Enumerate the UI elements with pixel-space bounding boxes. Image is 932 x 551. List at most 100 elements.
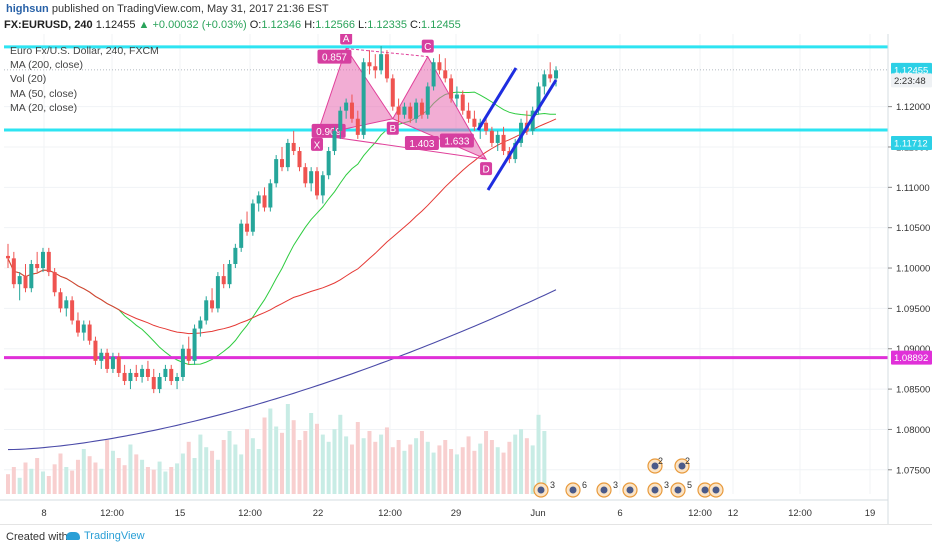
volume-bar — [449, 449, 454, 494]
price-tick-label: 1.09500 — [896, 304, 930, 315]
candle-body — [239, 223, 244, 248]
price-tick-label: 1.07500 — [896, 465, 930, 476]
pattern-point-badge — [340, 34, 353, 45]
event-flag-dot — [674, 486, 682, 494]
pattern-point-label: X — [314, 140, 321, 151]
candle-body — [460, 94, 465, 111]
legend-ma20[interactable]: MA (20, close) — [10, 101, 78, 114]
volume-bar — [116, 458, 121, 494]
volume-bar — [454, 454, 459, 494]
candle-body — [93, 340, 98, 361]
candle-body — [402, 106, 407, 115]
legend-ma50[interactable]: MA (50, close) — [10, 87, 78, 100]
event-count: 6 — [582, 480, 587, 490]
candle-body — [454, 94, 459, 99]
channel-upper-line[interactable] — [476, 67, 518, 131]
volume-bar — [379, 434, 384, 494]
candle-body — [215, 276, 220, 309]
volume-bar — [233, 444, 238, 494]
price-tick-label: 1.12000 — [896, 102, 930, 113]
pattern-ratio-label: 0.857 — [322, 53, 347, 64]
tradingview-cloud-icon — [66, 532, 80, 541]
channel-lower-line[interactable] — [486, 79, 558, 191]
created-with-text: Created with — [6, 531, 68, 543]
time-tick-label: 12:00 — [688, 508, 712, 519]
event-flag-dot — [712, 486, 720, 494]
volume-bar — [140, 459, 145, 494]
legend-vol[interactable]: Vol (20) — [10, 73, 47, 86]
volume-bar — [460, 447, 465, 494]
volume-bar — [390, 447, 395, 494]
low-label: L: — [358, 19, 368, 31]
candle-body — [40, 251, 45, 269]
volume-bar — [221, 440, 226, 494]
volume-bar — [227, 431, 232, 494]
trend-channel[interactable] — [476, 67, 558, 191]
candle-body — [361, 62, 366, 135]
time-tick-label: 6 — [617, 508, 622, 519]
candle-body — [186, 348, 191, 361]
price-axis[interactable]: 1.120001.115001.110001.105001.100001.095… — [887, 34, 932, 524]
volume-bar — [23, 462, 28, 494]
volume-bar — [17, 477, 22, 494]
price-change: ▲ +0.00032 (+0.03%) — [138, 19, 247, 31]
candle-body — [309, 171, 314, 184]
candle-body — [17, 276, 22, 285]
volume-bar — [105, 440, 110, 494]
tradingview-logo[interactable]: TradingView — [66, 530, 145, 542]
event-flag-dot — [651, 486, 659, 494]
candle-body — [175, 376, 180, 382]
pattern-ratio-label: 0.909 — [316, 127, 341, 138]
time-axis[interactable]: 8 12:00 15 12:00 22 12:00 29 Jun 6 12:00 12 12:00 19 — [0, 499, 888, 519]
candle-body — [198, 320, 203, 329]
volume-bar — [530, 445, 535, 494]
volume-bar — [489, 440, 494, 494]
candle-body — [379, 54, 384, 71]
candle-body — [227, 264, 232, 285]
candle-body — [320, 175, 325, 196]
event-flag-dot — [651, 462, 659, 470]
legend-title: Euro Fx/U.S. Dollar, 240, FXCM — [10, 45, 159, 57]
volume-bar — [157, 461, 162, 494]
candle-body — [338, 110, 343, 131]
pattern-triangle-1[interactable] — [316, 47, 394, 136]
volume-bar — [338, 414, 343, 494]
volume-bar — [408, 444, 413, 494]
chart-background — [0, 34, 932, 524]
candle-body — [140, 368, 145, 377]
volume-bar — [501, 452, 506, 494]
candle-body — [513, 142, 518, 160]
candle-body — [495, 134, 500, 143]
publisher-name[interactable]: highsun — [6, 3, 49, 15]
moving-averages — [7, 91, 557, 451]
volume-bar — [145, 467, 150, 494]
symbol-info: FX:EURUSD, 240 1.12455 ▲ +0.00032 (+0.03… — [4, 19, 461, 31]
volume-bar — [291, 420, 296, 494]
candle-body — [489, 130, 494, 143]
volume-bar — [81, 449, 86, 494]
volume-bar — [414, 438, 419, 494]
volume-bar — [268, 408, 273, 494]
volume-bar — [297, 440, 302, 494]
economic-events[interactable]: 3 6 3 3 5 2 2 — [533, 456, 724, 498]
pattern-point-label: A — [343, 34, 350, 45]
candle-body — [373, 66, 378, 71]
pattern-point-badge — [421, 39, 434, 53]
volume-bar — [524, 438, 529, 494]
candle-body — [110, 356, 115, 369]
candle-body — [542, 74, 547, 87]
price-tick-label: 1.08000 — [896, 425, 930, 436]
volume-bar — [40, 471, 45, 494]
volume-bar — [64, 467, 69, 494]
event-count: 2 — [685, 456, 690, 466]
volume-bars — [6, 404, 547, 494]
tradingview-brand: TradingView — [84, 530, 145, 542]
harmonic-pattern[interactable]: X A B C D 0.857 0.909 1.403 1.633 — [310, 34, 493, 176]
legend-ma200[interactable]: MA (200, close) — [10, 59, 83, 72]
pattern-triangle-2[interactable] — [392, 55, 488, 161]
volume-bar — [361, 438, 366, 494]
pattern-point-badge — [480, 162, 493, 176]
price-tick-label: 1.11000 — [896, 183, 930, 194]
time-tick-label: 19 — [865, 508, 876, 519]
